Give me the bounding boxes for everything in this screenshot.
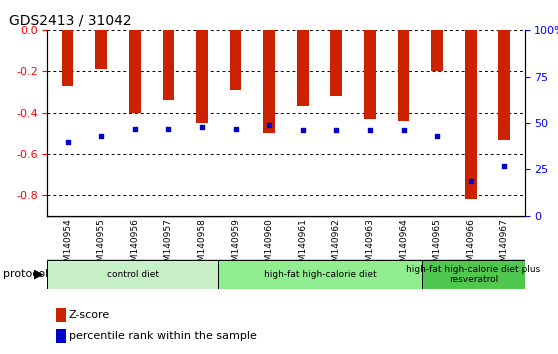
Bar (431, 30, 443, 72)
Text: GSM140959: GSM140959 (231, 218, 240, 273)
Point (365, 127, 374, 133)
Text: GSM140967: GSM140967 (500, 218, 509, 273)
Bar (465, 30, 477, 199)
Bar (398, 30, 410, 121)
Bar (162, 30, 174, 100)
Text: Z-score: Z-score (69, 310, 110, 320)
Point (63, 139, 72, 144)
Text: control diet: control diet (107, 270, 158, 279)
Text: GSM140958: GSM140958 (198, 218, 206, 273)
Bar (218, 260, 422, 289)
Text: GSM140961: GSM140961 (299, 218, 307, 273)
Text: GSM140965: GSM140965 (432, 218, 442, 273)
Text: GSM140955: GSM140955 (97, 218, 105, 273)
Text: GSM140964: GSM140964 (399, 218, 408, 273)
Point (131, 126, 140, 131)
Text: GSM140962: GSM140962 (332, 218, 341, 273)
Text: ▶: ▶ (34, 268, 44, 281)
Point (231, 126, 240, 131)
Point (264, 122, 273, 128)
Text: high-fat high-calorie diet: high-fat high-calorie diet (264, 270, 376, 279)
Bar (263, 30, 275, 133)
Text: GSM140963: GSM140963 (365, 218, 374, 273)
Point (332, 127, 341, 133)
Text: percentile rank within the sample: percentile rank within the sample (69, 331, 257, 341)
Point (432, 133, 441, 139)
Text: high-fat high-calorie diet plus
resveratrol: high-fat high-calorie diet plus resverat… (406, 265, 541, 284)
Point (466, 178, 475, 183)
Bar (498, 30, 510, 139)
Bar (297, 30, 309, 107)
Bar (422, 260, 525, 289)
Bar (364, 30, 376, 119)
Point (164, 126, 173, 131)
Point (299, 127, 307, 133)
Bar (95, 30, 107, 69)
Point (97, 133, 105, 139)
Text: protocol: protocol (3, 269, 48, 279)
Text: GDS2413 / 31042: GDS2413 / 31042 (9, 13, 132, 28)
Bar (330, 30, 342, 96)
Bar (196, 30, 208, 123)
Text: GSM140954: GSM140954 (63, 218, 72, 273)
Text: GSM140960: GSM140960 (264, 218, 273, 273)
Text: GSM140956: GSM140956 (130, 218, 140, 273)
Point (500, 163, 509, 169)
Bar (230, 30, 242, 90)
Bar (129, 30, 141, 113)
Bar (62, 30, 74, 86)
Bar (47, 260, 218, 289)
Point (399, 127, 408, 133)
Text: GSM140957: GSM140957 (164, 218, 173, 273)
Text: GSM140966: GSM140966 (466, 218, 475, 273)
Point (198, 124, 206, 130)
